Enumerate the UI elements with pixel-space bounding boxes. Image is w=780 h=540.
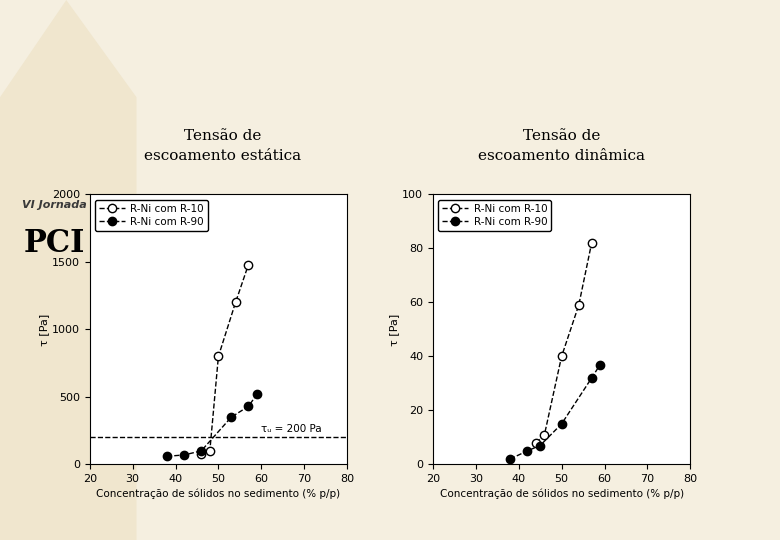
- Y-axis label: τ [Pa]: τ [Pa]: [389, 313, 399, 346]
- Line: R-Ni com R-90: R-Ni com R-90: [163, 390, 261, 461]
- R-Ni com R-90: [244, 403, 254, 409]
- R-Ni com R-10: [587, 240, 596, 246]
- R-Ni com R-10: [574, 302, 583, 308]
- R-Ni com R-90: [557, 421, 566, 427]
- R-Ni com R-90: [505, 456, 515, 462]
- Text: VI Jornada: VI Jornada: [22, 200, 87, 210]
- R-Ni com R-90: [227, 414, 236, 420]
- Line: R-Ni com R-10: R-Ni com R-10: [532, 239, 596, 447]
- R-Ni com R-10: [214, 353, 223, 360]
- R-Ni com R-90: [535, 442, 544, 449]
- R-Ni com R-90: [253, 391, 262, 397]
- X-axis label: Concentração de sólidos no sedimento (% p/p): Concentração de sólidos no sedimento (% …: [97, 488, 340, 499]
- R-Ni com R-10: [244, 261, 254, 268]
- Text: PCI: PCI: [24, 227, 85, 259]
- R-Ni com R-90: [162, 453, 172, 460]
- X-axis label: Concentração de sólidos no sedimento (% p/p): Concentração de sólidos no sedimento (% …: [440, 488, 683, 499]
- R-Ni com R-10: [540, 431, 549, 438]
- Legend: R-Ni com R-10, R-Ni com R-90: R-Ni com R-10, R-Ni com R-90: [438, 200, 551, 231]
- R-Ni com R-10: [197, 450, 206, 457]
- R-Ni com R-90: [587, 375, 596, 381]
- Text: Tensão de
escoamento dinâmica: Tensão de escoamento dinâmica: [478, 129, 645, 163]
- R-Ni com R-90: [596, 361, 605, 368]
- R-Ni com R-10: [205, 448, 215, 454]
- R-Ni com R-90: [179, 451, 189, 458]
- Line: R-Ni com R-90: R-Ni com R-90: [506, 360, 604, 463]
- Y-axis label: τ [Pa]: τ [Pa]: [39, 313, 49, 346]
- R-Ni com R-10: [231, 299, 240, 306]
- Line: R-Ni com R-10: R-Ni com R-10: [197, 260, 253, 458]
- Legend: R-Ni com R-10, R-Ni com R-90: R-Ni com R-10, R-Ni com R-90: [95, 200, 208, 231]
- R-Ni com R-10: [557, 353, 566, 360]
- Text: τᵤ = 200 Pa: τᵤ = 200 Pa: [261, 424, 322, 434]
- R-Ni com R-90: [197, 448, 206, 454]
- R-Ni com R-90: [523, 448, 532, 454]
- R-Ni com R-10: [531, 440, 541, 446]
- Text: Tensão de
escoamento estática: Tensão de escoamento estática: [144, 129, 301, 163]
